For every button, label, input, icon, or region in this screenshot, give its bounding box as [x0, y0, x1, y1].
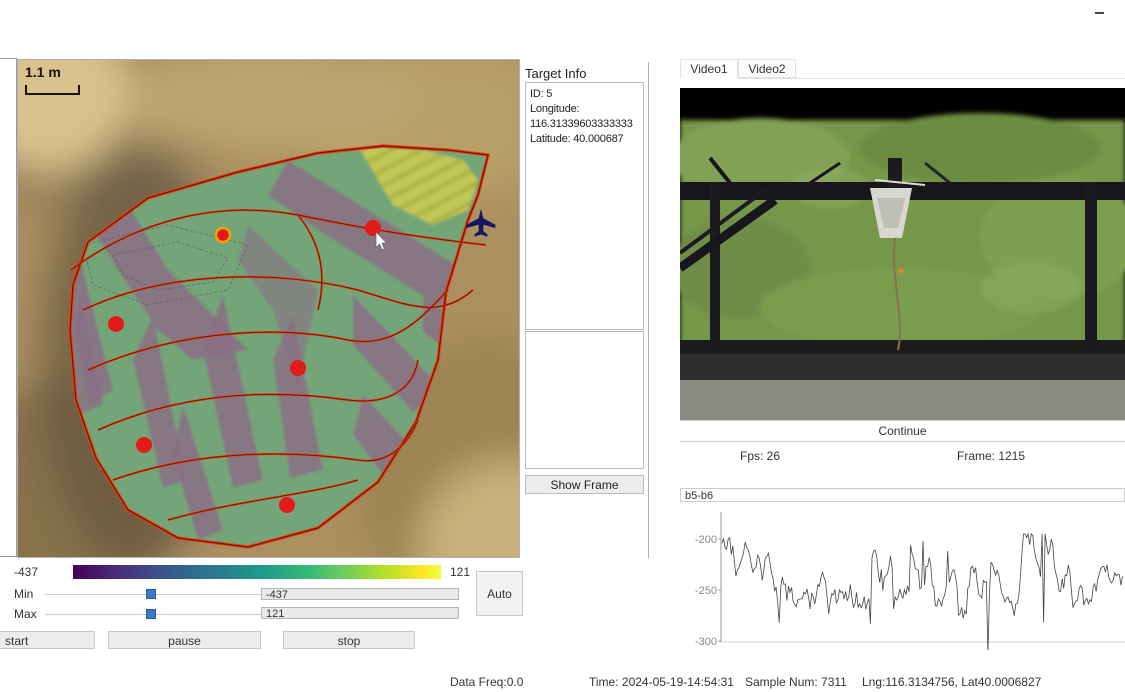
svg-text:-250: -250	[695, 585, 717, 597]
svg-text:-300: -300	[695, 636, 717, 648]
svg-text:-200: -200	[695, 534, 717, 546]
